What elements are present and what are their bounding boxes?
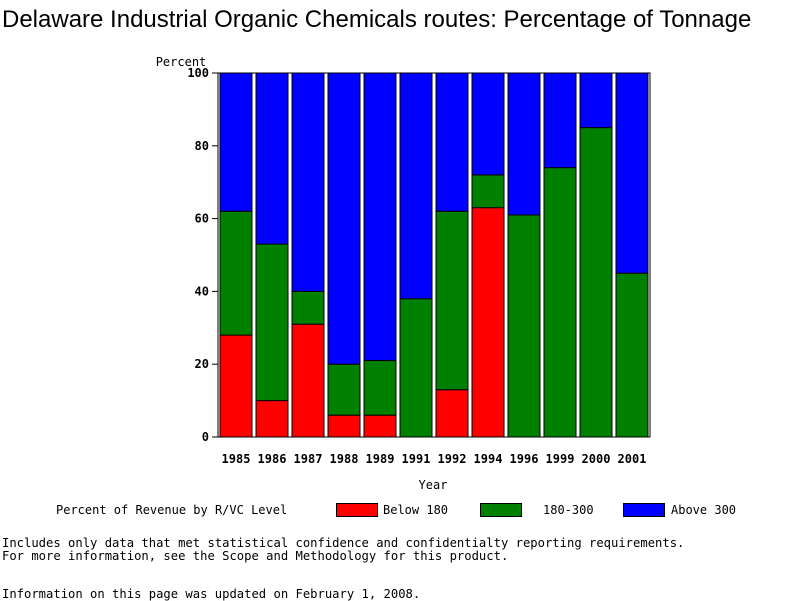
bar-2001-180-300 [615, 272, 649, 438]
legend-label-180-300: 180-300 [543, 503, 594, 517]
bar-1989-below-180 [363, 414, 397, 438]
x-tick-label: 1988 [330, 452, 359, 466]
bar-1985-above-300 [219, 72, 253, 212]
legend-swatch-below-180 [336, 503, 378, 517]
chart-title: Delaware Industrial Organic Chemicals ro… [2, 6, 752, 33]
bar-1987-180-300 [291, 290, 325, 325]
y-tick-label: 100 [187, 66, 209, 80]
bar-1992-below-180 [435, 389, 469, 438]
bar-1986-below-180 [255, 400, 289, 438]
y-axis-label: Percent [156, 55, 207, 69]
bar-1989-above-300 [363, 72, 397, 362]
bar-1991-180-300 [399, 298, 433, 438]
x-tick-label: 1994 [474, 452, 503, 466]
note-methodology: For more information, see the Scope and … [2, 549, 509, 563]
bar-2001-above-300 [615, 72, 649, 274]
x-tick-label: 1999 [546, 452, 575, 466]
bar-1988-below-180 [327, 414, 361, 438]
y-tick-label: 60 [195, 212, 209, 226]
legend-label-below-180: Below 180 [383, 503, 449, 517]
x-axis: 1985 1986 1987 1988 1989 1991 1992 1994 1996 1999… [222, 452, 647, 466]
bar-1996-above-300 [507, 72, 541, 216]
x-tick-label: 1986 [258, 452, 287, 466]
bar-group [219, 72, 649, 438]
bar-1991-above-300 [399, 72, 433, 300]
bar-1994-above-300 [471, 72, 505, 176]
plot-border [217, 72, 651, 438]
bar-1985-180-300 [219, 210, 253, 336]
legend-swatch-above-300 [623, 503, 665, 517]
bar-1992-above-300 [435, 72, 469, 212]
x-tick-label: 2000 [582, 452, 611, 466]
x-tick-label: 1987 [294, 452, 323, 466]
note-confidence: Includes only data that met statistical … [2, 536, 685, 550]
bar-2000-above-300 [579, 72, 613, 129]
bar-1996-180-300 [507, 214, 541, 438]
bar-1985-below-180 [219, 334, 253, 438]
bar-1994-below-180 [471, 207, 505, 438]
x-tick-label: 1985 [222, 452, 251, 466]
x-tick-label: 1996 [510, 452, 539, 466]
bar-2000-180-300 [579, 127, 613, 438]
bar-1988-180-300 [327, 363, 361, 416]
x-axis-label: Year [419, 478, 448, 492]
bar-1989-180-300 [363, 360, 397, 416]
x-tick-label: 2001 [618, 452, 647, 466]
y-axis: 0 20 40 60 80 100 [187, 66, 218, 444]
bar-1992-180-300 [435, 210, 469, 391]
x-tick-label: 1992 [438, 452, 467, 466]
bar-1994-180-300 [471, 174, 505, 209]
y-tick-label: 80 [195, 139, 209, 153]
plot-frame [217, 72, 651, 438]
bar-1986-180-300 [255, 243, 289, 402]
y-tick-label: 20 [195, 357, 209, 371]
legend-swatch-180-300 [480, 503, 522, 517]
y-tick-label: 40 [195, 284, 209, 298]
bar-1987-above-300 [291, 72, 325, 292]
bar-1999-above-300 [543, 72, 577, 169]
bar-1988-above-300 [327, 72, 361, 365]
note-updated: Information on this page was updated on … [2, 587, 421, 601]
legend-label-above-300: Above 300 [671, 503, 737, 517]
x-tick-label: 1991 [402, 452, 431, 466]
bar-1987-below-180 [291, 323, 325, 438]
x-tick-label: 1989 [366, 452, 395, 466]
bar-1986-above-300 [255, 72, 289, 245]
legend-title: Percent of Revenue by R/VC Level [56, 503, 288, 517]
bar-1999-180-300 [543, 167, 577, 438]
y-tick-label: 0 [202, 430, 209, 444]
